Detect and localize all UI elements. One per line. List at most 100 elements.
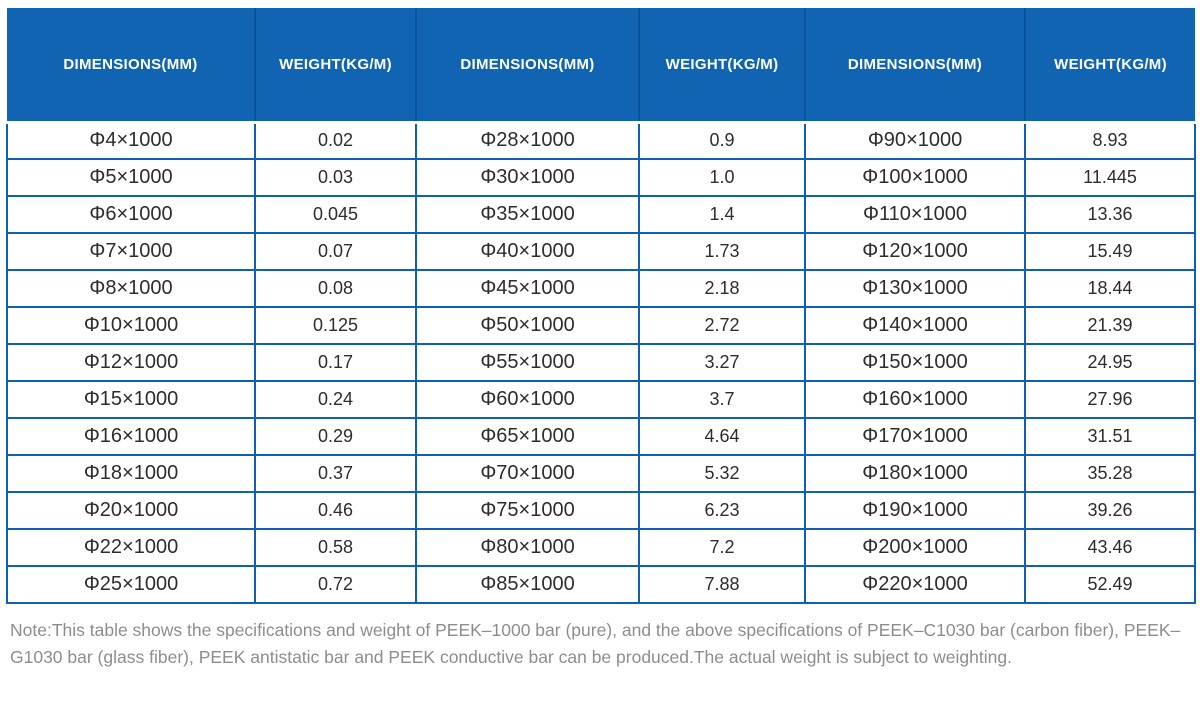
dimensions-cell: Φ40×1000 bbox=[415, 232, 640, 271]
weight-cell: 2.72 bbox=[638, 306, 806, 345]
table-row: Φ16×1000 0.29 Φ65×1000 4.64 Φ170×1000 31.51 bbox=[6, 417, 1196, 456]
dimensions-cell: Φ16×1000 bbox=[6, 417, 256, 456]
weight-cell: 13.36 bbox=[1024, 195, 1196, 234]
dimensions-cell: Φ6×1000 bbox=[6, 195, 256, 234]
dimensions-cell: Φ150×1000 bbox=[804, 343, 1026, 382]
weight-cell: 4.64 bbox=[638, 417, 806, 456]
dimensions-cell: Φ170×1000 bbox=[804, 417, 1026, 456]
dimensions-cell: Φ190×1000 bbox=[804, 491, 1026, 530]
dimensions-cell: Φ4×1000 bbox=[6, 122, 256, 160]
weight-cell: 27.96 bbox=[1024, 380, 1196, 419]
dimensions-cell: Φ70×1000 bbox=[415, 454, 640, 493]
dimensions-cell: Φ12×1000 bbox=[6, 343, 256, 382]
dimensions-cell: Φ15×1000 bbox=[6, 380, 256, 419]
table-row: Φ20×1000 0.46 Φ75×1000 6.23 Φ190×1000 39.26 bbox=[6, 491, 1196, 530]
weight-column-header: WEIGHT(KG/M) bbox=[1024, 8, 1195, 124]
weight-cell: 1.4 bbox=[638, 195, 806, 234]
dimensions-cell: Φ75×1000 bbox=[415, 491, 640, 530]
dimensions-cell: Φ180×1000 bbox=[804, 454, 1026, 493]
dimensions-cell: Φ18×1000 bbox=[6, 454, 256, 493]
dimensions-cell: Φ30×1000 bbox=[415, 158, 640, 197]
table-row: Φ8×1000 0.08 Φ45×1000 2.18 Φ130×1000 18.44 bbox=[6, 269, 1196, 308]
dimensions-cell: Φ35×1000 bbox=[415, 195, 640, 234]
weight-cell: 24.95 bbox=[1024, 343, 1196, 382]
weight-cell: 8.93 bbox=[1024, 122, 1196, 160]
dimensions-column-header: DIMENSIONS(MM) bbox=[7, 8, 255, 124]
dimensions-cell: Φ28×1000 bbox=[415, 122, 640, 160]
dimensions-cell: Φ85×1000 bbox=[415, 565, 640, 604]
peek-bar-spec-table: DIMENSIONS(MM) WEIGHT(KG/M) DIMENSIONS(MM)… bbox=[6, 8, 1196, 604]
weight-cell: 0.46 bbox=[254, 491, 417, 530]
weight-cell: 1.0 bbox=[638, 158, 806, 197]
weight-cell: 0.17 bbox=[254, 343, 417, 382]
dimensions-cell: Φ160×1000 bbox=[804, 380, 1026, 419]
weight-cell: 15.49 bbox=[1024, 232, 1196, 271]
weight-cell: 3.27 bbox=[638, 343, 806, 382]
dimensions-cell: Φ65×1000 bbox=[415, 417, 640, 456]
dimensions-cell: Φ50×1000 bbox=[415, 306, 640, 345]
weight-cell: 0.72 bbox=[254, 565, 417, 604]
table-row: Φ6×1000 0.045 Φ35×1000 1.4 Φ110×1000 13.36 bbox=[6, 195, 1196, 234]
header-row: DIMENSIONS(MM) WEIGHT(KG/M) DIMENSIONS(MM)… bbox=[7, 8, 1195, 124]
table-row: Φ18×1000 0.37 Φ70×1000 5.32 Φ180×1000 35.28 bbox=[6, 454, 1196, 493]
dimensions-cell: Φ20×1000 bbox=[6, 491, 256, 530]
dimensions-cell: Φ25×1000 bbox=[6, 565, 256, 604]
weight-cell: 31.51 bbox=[1024, 417, 1196, 456]
dimensions-cell: Φ22×1000 bbox=[6, 528, 256, 567]
table-row: Φ22×1000 0.58 Φ80×1000 7.2 Φ200×1000 43.46 bbox=[6, 528, 1196, 567]
weight-cell: 43.46 bbox=[1024, 528, 1196, 567]
dimensions-cell: Φ80×1000 bbox=[415, 528, 640, 567]
weight-cell: 2.18 bbox=[638, 269, 806, 308]
weight-cell: 0.03 bbox=[254, 158, 417, 197]
dimensions-cell: Φ100×1000 bbox=[804, 158, 1026, 197]
dimensions-column-header: DIMENSIONS(MM) bbox=[804, 8, 1025, 124]
dimensions-cell: Φ130×1000 bbox=[804, 269, 1026, 308]
dimensions-column-header: DIMENSIONS(MM) bbox=[415, 8, 639, 124]
weight-cell: 52.49 bbox=[1024, 565, 1196, 604]
table-row: Φ25×1000 0.72 Φ85×1000 7.88 Φ220×1000 52.49 bbox=[6, 565, 1196, 604]
weight-cell: 0.24 bbox=[254, 380, 417, 419]
dimensions-cell: Φ200×1000 bbox=[804, 528, 1026, 567]
dimensions-cell: Φ60×1000 bbox=[415, 380, 640, 419]
weight-cell: 0.29 bbox=[254, 417, 417, 456]
dimensions-cell: Φ55×1000 bbox=[415, 343, 640, 382]
dimensions-cell: Φ120×1000 bbox=[804, 232, 1026, 271]
weight-cell: 3.7 bbox=[638, 380, 806, 419]
weight-cell: 0.9 bbox=[638, 122, 806, 160]
weight-cell: 0.37 bbox=[254, 454, 417, 493]
weight-cell: 39.26 bbox=[1024, 491, 1196, 530]
dimensions-cell: Φ220×1000 bbox=[804, 565, 1026, 604]
dimensions-cell: Φ45×1000 bbox=[415, 269, 640, 308]
weight-cell: 0.125 bbox=[254, 306, 417, 345]
weight-cell: 18.44 bbox=[1024, 269, 1196, 308]
weight-cell: 7.2 bbox=[638, 528, 806, 567]
weight-cell: 6.23 bbox=[638, 491, 806, 530]
dimensions-cell: Φ8×1000 bbox=[6, 269, 256, 308]
table-row: Φ10×1000 0.125 Φ50×1000 2.72 Φ140×1000 21.39 bbox=[6, 306, 1196, 345]
weight-cell: 0.02 bbox=[254, 122, 417, 160]
dimensions-cell: Φ7×1000 bbox=[6, 232, 256, 271]
weight-cell: 0.58 bbox=[254, 528, 417, 567]
weight-column-header: WEIGHT(KG/M) bbox=[638, 8, 805, 124]
weight-cell: 0.045 bbox=[254, 195, 417, 234]
weight-cell: 0.08 bbox=[254, 269, 417, 308]
table-body: Φ4×1000 0.02 Φ28×1000 0.9 Φ90×1000 8.93 Φ5×100… bbox=[6, 122, 1196, 604]
weight-cell: 35.28 bbox=[1024, 454, 1196, 493]
weight-cell: 21.39 bbox=[1024, 306, 1196, 345]
dimensions-cell: Φ90×1000 bbox=[804, 122, 1026, 160]
weight-cell: 11.445 bbox=[1024, 158, 1196, 197]
weight-cell: 0.07 bbox=[254, 232, 417, 271]
table-row: Φ5×1000 0.03 Φ30×1000 1.0 Φ100×1000 11.445 bbox=[6, 158, 1196, 197]
table-header: DIMENSIONS(MM) WEIGHT(KG/M) DIMENSIONS(MM)… bbox=[7, 8, 1195, 124]
dimensions-cell: Φ10×1000 bbox=[6, 306, 256, 345]
table-row: Φ7×1000 0.07 Φ40×1000 1.73 Φ120×1000 15.49 bbox=[6, 232, 1196, 271]
weight-cell: 7.88 bbox=[638, 565, 806, 604]
weight-cell: 5.32 bbox=[638, 454, 806, 493]
dimensions-cell: Φ140×1000 bbox=[804, 306, 1026, 345]
table-row: Φ15×1000 0.24 Φ60×1000 3.7 Φ160×1000 27.96 bbox=[6, 380, 1196, 419]
weight-column-header: WEIGHT(KG/M) bbox=[254, 8, 416, 124]
note-text: Note:This table shows the specifications… bbox=[10, 620, 1181, 667]
table-row: Φ4×1000 0.02 Φ28×1000 0.9 Φ90×1000 8.93 bbox=[6, 122, 1196, 160]
dimensions-cell: Φ5×1000 bbox=[6, 158, 256, 197]
